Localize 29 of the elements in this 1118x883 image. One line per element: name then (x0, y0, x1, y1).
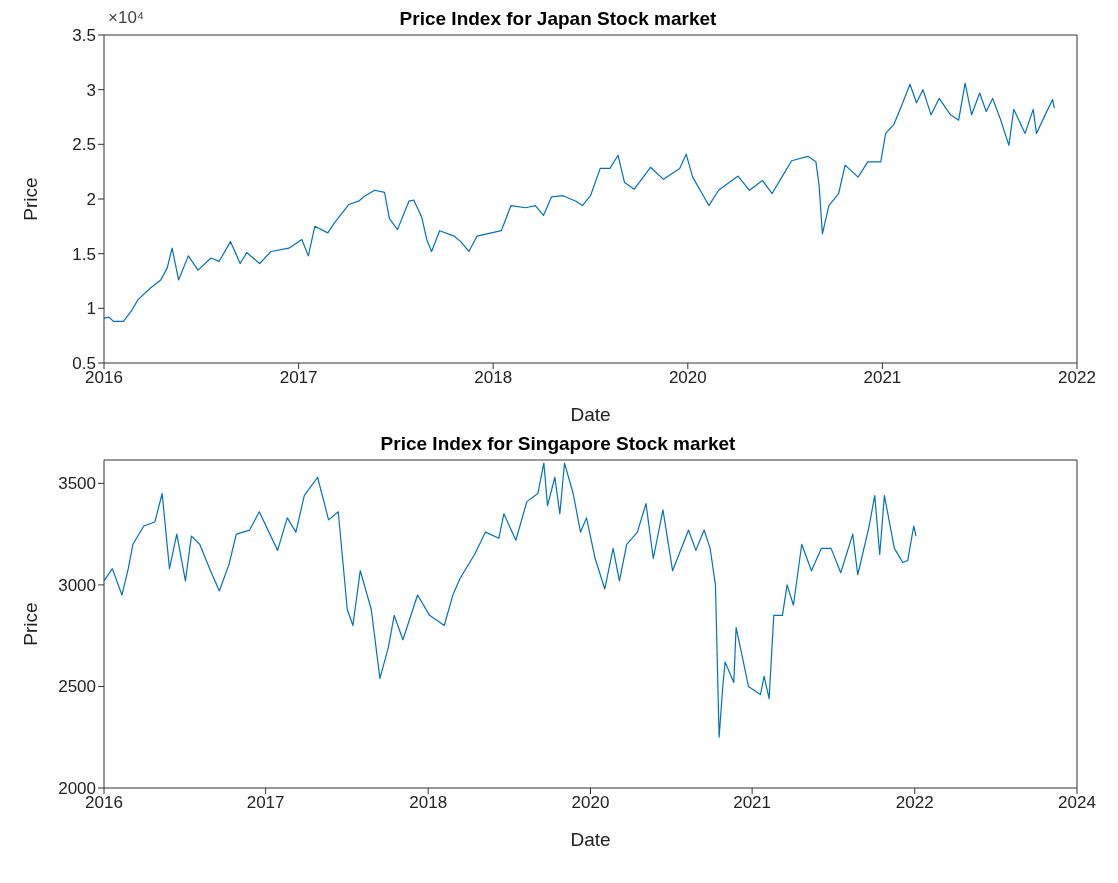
y-tick-label: 3 (86, 80, 96, 100)
y-tick-label: 3500 (58, 474, 96, 494)
x-tick-label: 2024 (1058, 793, 1096, 813)
x-axis-title: Date (570, 404, 611, 425)
x-tick-label: 2021 (863, 368, 902, 388)
y-axis-title: Price (19, 602, 41, 646)
x-tick-label: 2022 (895, 793, 934, 813)
x-tick-label: 2020 (571, 793, 610, 813)
x-tick-label: 2022 (1058, 368, 1096, 388)
y-axis-title: Price (19, 177, 41, 221)
y-tick-label: 2 (86, 190, 96, 210)
line-series (104, 82, 1055, 323)
x-axis-title: Date (570, 829, 611, 850)
y-tick-label: 3.5 (72, 26, 96, 46)
x-tick-label: 2021 (733, 793, 772, 813)
y-tick-label: 2.5 (72, 135, 96, 155)
y-tick-label: 1.5 (72, 244, 96, 264)
x-tick-label: 2020 (668, 368, 707, 388)
chart-title: Price Index for Singapore Stock market (379, 433, 737, 455)
line-series (104, 462, 917, 738)
x-tick-label: 2017 (279, 368, 318, 388)
y-tick-label: 2500 (58, 677, 96, 697)
chart-title: Price Index for Japan Stock market (399, 8, 717, 29)
y-tick-label: 1 (86, 299, 96, 319)
text: ×10⁴ (108, 8, 145, 28)
x-tick-label: 2017 (246, 793, 285, 813)
x-tick-label: 2018 (474, 368, 513, 388)
x-tick-label: 2018 (409, 793, 448, 813)
y-tick-label: 3000 (58, 575, 96, 595)
